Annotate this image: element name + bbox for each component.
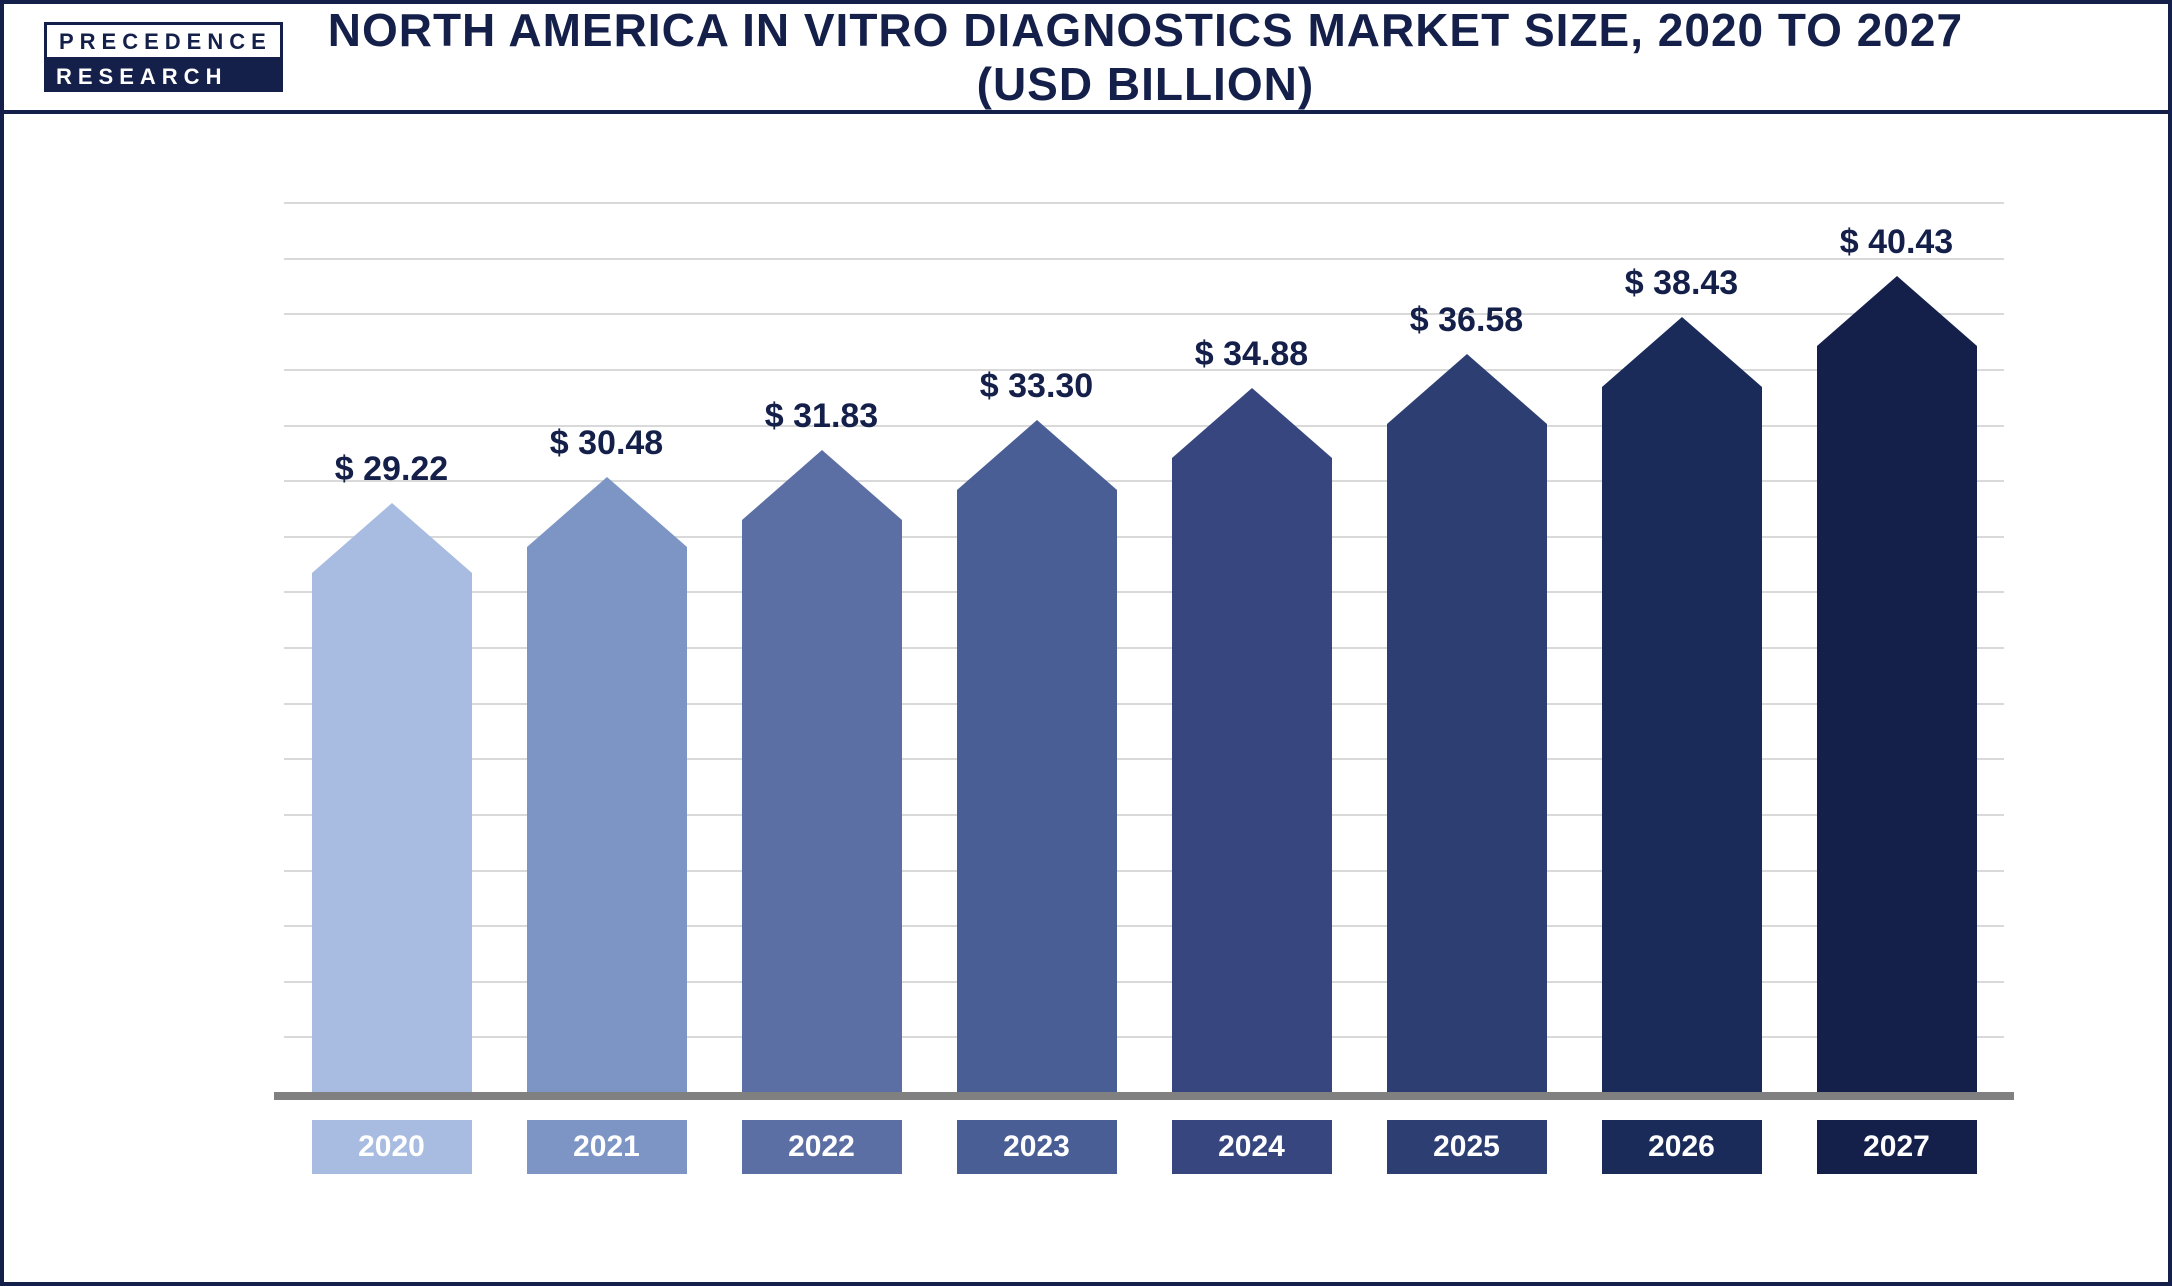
- bar-shape: [312, 503, 472, 1094]
- bar-2021: $ 30.48: [517, 424, 697, 1094]
- x-axis-labels: 2020 2021 2022 2023 2024 2025 2026 2027: [284, 1120, 2004, 1174]
- chart-title: NORTH AMERICA IN VITRO DIAGNOSTICS MARKE…: [323, 3, 2168, 111]
- bar-value-label: $ 34.88: [1195, 335, 1308, 374]
- logo-bottom: RESEARCH: [44, 60, 283, 92]
- bar-value-label: $ 36.58: [1410, 301, 1523, 340]
- bar-2026: $ 38.43: [1592, 264, 1772, 1094]
- bar-2023: $ 33.30: [947, 367, 1127, 1094]
- x-label-2023: 2023: [957, 1120, 1117, 1174]
- x-label-2027: 2027: [1817, 1120, 1977, 1174]
- chart-frame: PRECEDENCE RESEARCH NORTH AMERICA IN VIT…: [0, 0, 2172, 1286]
- x-label-2020: 2020: [312, 1120, 472, 1174]
- bar-shape: [527, 477, 687, 1094]
- bar-value-label: $ 31.83: [765, 397, 878, 436]
- x-label-2024: 2024: [1172, 1120, 1332, 1174]
- x-label-2025: 2025: [1387, 1120, 1547, 1174]
- bar-shape: [1817, 276, 1977, 1094]
- x-label-2026: 2026: [1602, 1120, 1762, 1174]
- logo-top: PRECEDENCE: [44, 22, 283, 60]
- bar-shape: [1172, 388, 1332, 1094]
- bar-value-label: $ 33.30: [980, 367, 1093, 406]
- bars-container: $ 29.22 $ 30.48 $ 31.83 $ 33.30 $ 34.88 $ 36.…: [284, 204, 2004, 1094]
- chart-area: $ 29.22 $ 30.48 $ 31.83 $ 33.30 $ 34.88 $ 36.…: [284, 204, 2004, 1094]
- bar-2020: $ 29.22: [302, 450, 482, 1094]
- bar-shape: [1602, 317, 1762, 1094]
- bar-shape: [957, 420, 1117, 1094]
- bar-shape: [1387, 354, 1547, 1094]
- bar-2024: $ 34.88: [1162, 335, 1342, 1094]
- bar-value-label: $ 29.22: [335, 450, 448, 489]
- header: PRECEDENCE RESEARCH NORTH AMERICA IN VIT…: [4, 4, 2168, 114]
- bar-2027: $ 40.43: [1807, 223, 1987, 1094]
- bar-value-label: $ 38.43: [1625, 264, 1738, 303]
- bar-shape: [742, 450, 902, 1094]
- bar-2025: $ 36.58: [1377, 301, 1557, 1094]
- x-label-2022: 2022: [742, 1120, 902, 1174]
- bar-value-label: $ 40.43: [1840, 223, 1953, 262]
- logo: PRECEDENCE RESEARCH: [44, 22, 283, 92]
- bar-2022: $ 31.83: [732, 397, 912, 1094]
- bar-value-label: $ 30.48: [550, 424, 663, 463]
- x-axis-baseline: [274, 1092, 2014, 1100]
- x-label-2021: 2021: [527, 1120, 687, 1174]
